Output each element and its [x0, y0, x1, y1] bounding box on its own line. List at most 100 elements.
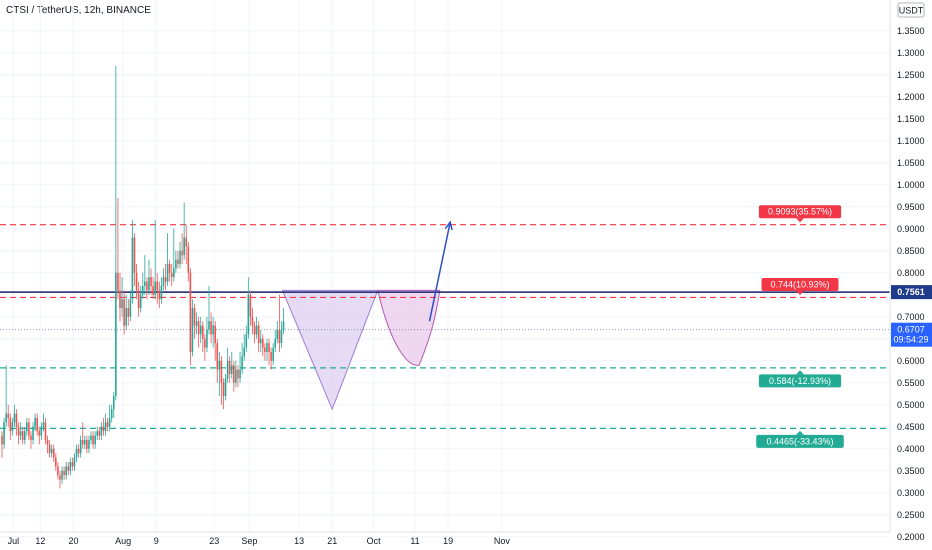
candle-body [206, 330, 208, 348]
time-tick: Jul [8, 536, 20, 546]
candle-body [17, 426, 20, 436]
candle-body [106, 422, 109, 427]
level-badge-pointer [796, 430, 804, 435]
price-tick: 0.3500 [897, 466, 925, 476]
candle-body [158, 290, 161, 300]
price-tick: 0.5500 [897, 378, 925, 388]
candle-body [44, 422, 47, 440]
price-tick: 1.3000 [897, 48, 925, 58]
time-tick: 20 [68, 536, 78, 546]
candle-body [21, 431, 24, 440]
price-tick: 0.2500 [897, 510, 925, 520]
candle-body [154, 281, 156, 295]
countdown-label: 09:54:29 [893, 335, 928, 345]
candle-body [61, 470, 63, 480]
candle-body [218, 360, 221, 370]
candle-body [65, 466, 67, 476]
candle-body [166, 264, 169, 282]
candle-body [243, 347, 245, 357]
candle-body [63, 470, 65, 476]
candle-body [129, 299, 132, 317]
candle-body [226, 360, 229, 379]
candle-body [177, 259, 179, 264]
candle-body [251, 316, 254, 326]
candle-body [96, 431, 99, 436]
candle-body [67, 466, 70, 471]
candle-body [108, 418, 111, 427]
candle-body [210, 321, 212, 335]
time-tick: 13 [294, 536, 304, 546]
candle-body [137, 290, 140, 308]
time-tick: Aug [115, 536, 131, 546]
candle-body [133, 237, 136, 273]
candle-body [94, 435, 96, 445]
candle-body [280, 330, 283, 344]
price-tick: 1.1000 [897, 136, 925, 146]
time-tick: 21 [327, 536, 337, 546]
candle-body [222, 382, 225, 396]
candle-body [270, 352, 272, 361]
price-tick: 1.3500 [897, 26, 925, 36]
candle-body [73, 457, 76, 467]
candle-body [90, 435, 92, 440]
candle-body [195, 321, 198, 326]
time-tick: 23 [209, 536, 219, 546]
candle-body [30, 435, 32, 440]
candle-body [117, 272, 119, 291]
last-price-label: 0.6707 [897, 325, 925, 335]
candle-body [3, 422, 5, 445]
time-tick: 9 [154, 536, 159, 546]
candle-body [7, 413, 10, 418]
candle-body [230, 365, 233, 374]
candle-body [127, 308, 130, 317]
price-tick: 0.4000 [897, 444, 925, 454]
candle-body [98, 431, 101, 436]
candle-body [81, 440, 84, 445]
price-tick: 0.5000 [897, 400, 925, 410]
price-axis-bg [890, 0, 932, 550]
level-badge-label: 0.9093(35.57%) [768, 207, 832, 217]
level-badge-pointer [796, 218, 804, 223]
price-tick: 1.0000 [897, 180, 925, 190]
price-tick: 0.7000 [897, 312, 925, 322]
price-tick: 1.0500 [897, 158, 925, 168]
candle-body [247, 294, 250, 335]
candle-body [112, 396, 115, 410]
time-tick: Sep [241, 536, 257, 546]
candle-body [115, 272, 117, 396]
candle-body [255, 325, 258, 335]
candle-body [245, 334, 248, 348]
candle-body [148, 277, 150, 291]
candle-body [135, 272, 138, 291]
level-badge-bg [758, 205, 842, 219]
candle-body [69, 462, 72, 471]
candle-body [121, 299, 123, 308]
candle-body [1, 435, 3, 445]
candle-body [38, 431, 41, 436]
candle-body [164, 277, 167, 282]
projection-arrow [428, 220, 453, 322]
candle-body [187, 246, 190, 273]
candle-body [278, 330, 281, 344]
candle-body [181, 250, 183, 256]
candles [1, 66, 285, 489]
candle-body [50, 448, 53, 454]
candle-body [79, 440, 82, 454]
candle-body [257, 325, 260, 344]
price-tick: 0.3000 [897, 488, 925, 498]
candle-body [276, 330, 279, 339]
candle-body [26, 422, 28, 432]
price-levels [0, 224, 890, 429]
candle-body [170, 272, 173, 278]
candle-body [102, 426, 105, 432]
candle-body [92, 435, 94, 445]
price-tick: 0.8500 [897, 246, 925, 256]
time-tick: Nov [494, 536, 511, 546]
candle-body [173, 268, 175, 278]
candle-body [175, 259, 177, 269]
candle-body [212, 325, 214, 335]
level-badge-label: 0.4465(-33.43%) [766, 436, 833, 446]
candle-body [11, 422, 14, 432]
candle-body [199, 325, 202, 335]
